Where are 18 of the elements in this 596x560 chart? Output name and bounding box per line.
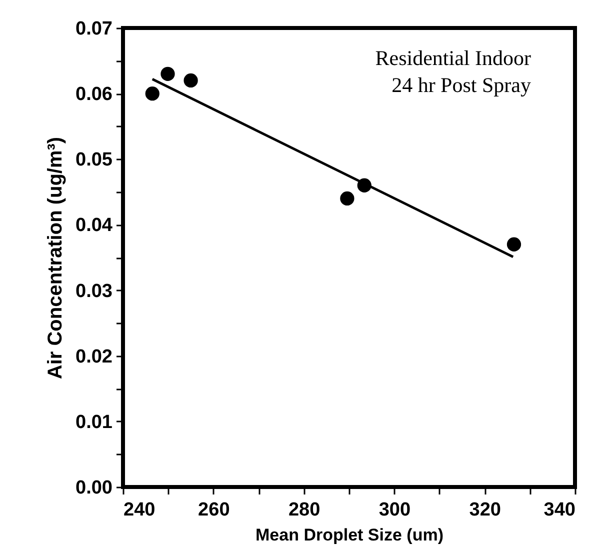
- y-tick-label: 0.05: [76, 150, 113, 171]
- x-tick-label: 320: [469, 500, 501, 520]
- y-axis-title: Air Concentration (ug/m³): [44, 136, 67, 380]
- y-tick-label: 0.06: [76, 84, 112, 106]
- y-tick-label: 0.07: [76, 18, 112, 40]
- x-tick-label: 340: [544, 500, 576, 520]
- y-tick-label: 0.01: [76, 412, 113, 433]
- x-axis-title: Mean Droplet Size (um): [256, 526, 444, 544]
- y-tick-label: 0.04: [76, 215, 113, 236]
- x-tick-label: 240: [124, 500, 156, 520]
- y-tick-label: 0.03: [76, 280, 112, 302]
- x-tick-label: 280: [288, 500, 320, 520]
- annotation: Residential Indoor: [375, 46, 532, 70]
- annotation: 24 hr Post Spray: [392, 73, 532, 97]
- y-tick-label: 0.02: [76, 346, 112, 368]
- y-tick-label: 0.00: [76, 478, 112, 498]
- x-tick-label: 300: [378, 500, 411, 520]
- x-tick-label: 260: [198, 500, 230, 520]
